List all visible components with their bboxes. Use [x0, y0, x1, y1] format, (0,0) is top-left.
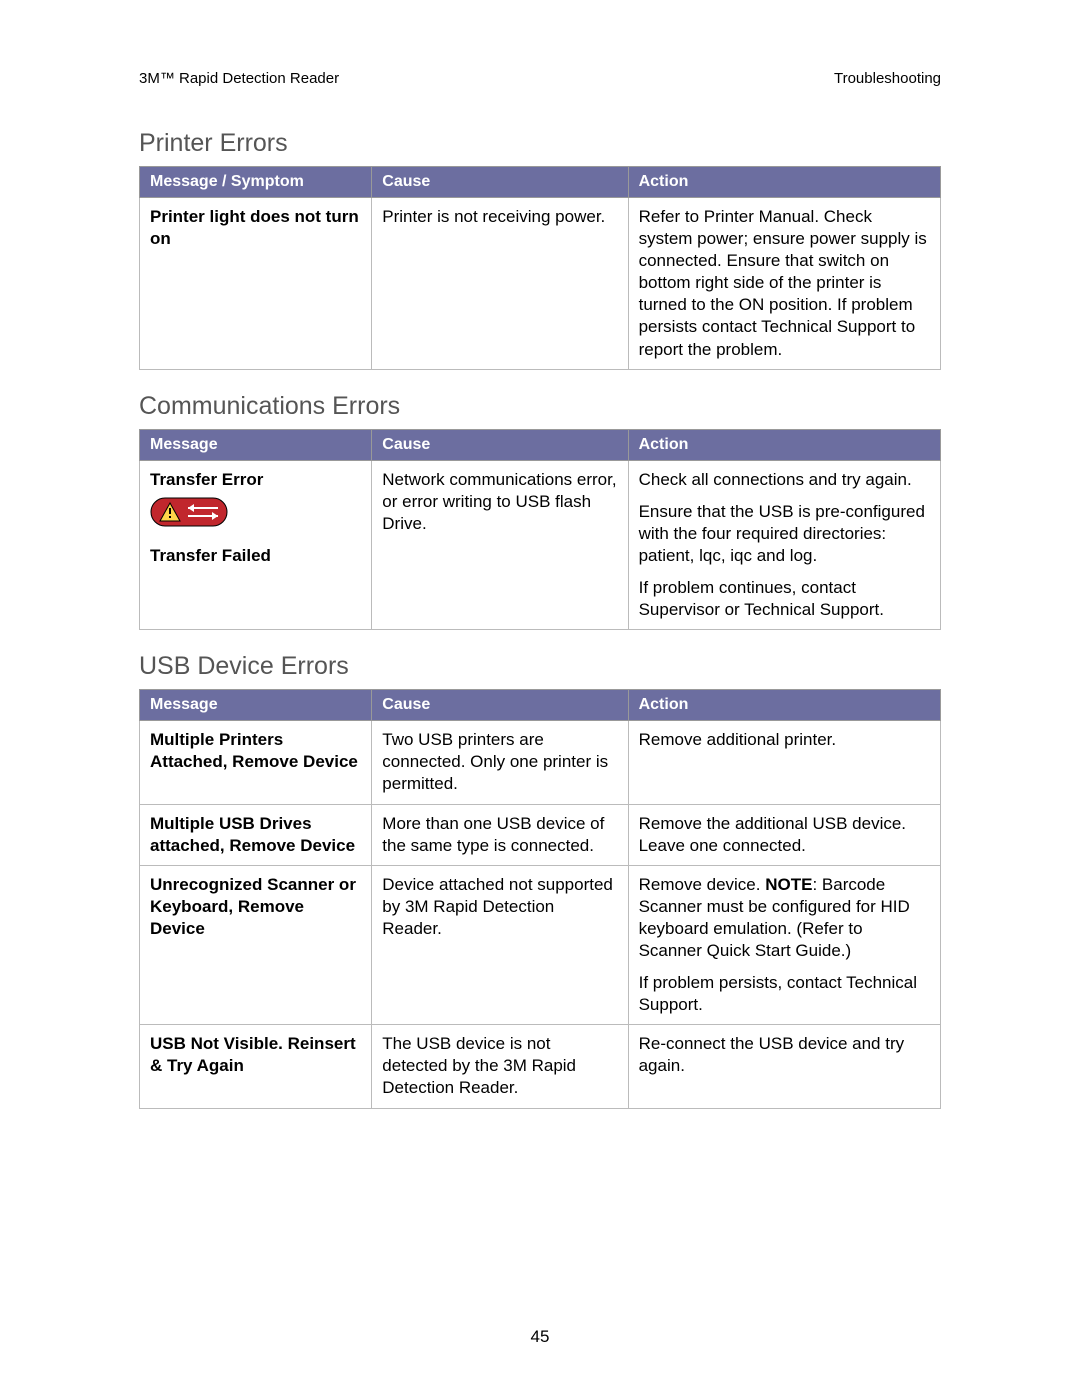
transfer-error-label: Transfer Error: [150, 469, 361, 491]
table-row: USB Not Visible. Reinsert & Try Again Th…: [140, 1025, 941, 1108]
col-message: Message: [140, 429, 372, 460]
cell-action: Re-connect the USB device and try again.: [628, 1025, 940, 1108]
cell-message: Transfer Error Transfer Failed: [140, 460, 372, 630]
cell-action: Remove additional printer.: [628, 721, 940, 804]
action-p2: If problem persists, contact Technical S…: [639, 972, 930, 1016]
cell-cause: The USB device is not detected by the 3M…: [372, 1025, 628, 1108]
cell-message: USB Not Visible. Reinsert & Try Again: [140, 1025, 372, 1108]
table-header-row: Message / Symptom Cause Action: [140, 167, 941, 198]
table-row: Printer light does not turn on Printer i…: [140, 198, 941, 370]
cell-cause: Device attached not supported by 3M Rapi…: [372, 865, 628, 1025]
printer-errors-table: Message / Symptom Cause Action Printer l…: [139, 166, 941, 370]
printer-errors-heading: Printer Errors: [139, 129, 941, 158]
action-p1: Check all connections and try again.: [639, 469, 930, 491]
header-left: 3M™ Rapid Detection Reader: [139, 70, 339, 87]
usb-device-errors-heading: USB Device Errors: [139, 652, 941, 681]
action-p2: Ensure that the USB is pre-configured wi…: [639, 501, 930, 567]
header-right: Troubleshooting: [834, 70, 941, 87]
table-row: Multiple USB Drives attached, Remove Dev…: [140, 804, 941, 865]
col-cause: Cause: [372, 690, 628, 721]
table-row: Unrecognized Scanner or Keyboard, Remove…: [140, 865, 941, 1025]
communications-errors-table: Message Cause Action Transfer Error: [139, 429, 941, 631]
table-header-row: Message Cause Action: [140, 690, 941, 721]
cell-message: Multiple Printers Attached, Remove Devic…: [140, 721, 372, 804]
action-p1: Remove device. NOTE: Barcode Scanner mus…: [639, 874, 930, 962]
transfer-failed-label: Transfer Failed: [150, 545, 361, 567]
note-label: NOTE: [765, 875, 812, 894]
page-header: 3M™ Rapid Detection Reader Troubleshooti…: [139, 70, 941, 87]
usb-device-errors-table: Message Cause Action Multiple Printers A…: [139, 689, 941, 1108]
communications-errors-heading: Communications Errors: [139, 392, 941, 421]
cell-cause: Network communications error, or error w…: [372, 460, 628, 630]
cell-action: Remove the additional USB device. Leave …: [628, 804, 940, 865]
page-container: 3M™ Rapid Detection Reader Troubleshooti…: [0, 0, 1080, 1397]
col-cause: Cause: [372, 429, 628, 460]
action-p3: If problem continues, contact Supervisor…: [639, 577, 930, 621]
col-message: Message: [140, 690, 372, 721]
cell-cause: Two USB printers are connected. Only one…: [372, 721, 628, 804]
cell-message: Unrecognized Scanner or Keyboard, Remove…: [140, 865, 372, 1025]
page-number: 45: [0, 1327, 1080, 1347]
cell-message: Printer light does not turn on: [140, 198, 372, 370]
col-action: Action: [628, 167, 940, 198]
action-pre: Remove device.: [639, 875, 766, 894]
table-row: Multiple Printers Attached, Remove Devic…: [140, 721, 941, 804]
col-message: Message / Symptom: [140, 167, 372, 198]
cell-message: Multiple USB Drives attached, Remove Dev…: [140, 804, 372, 865]
table-row: Transfer Error Transfer Failed Netw: [140, 460, 941, 630]
cell-action: Refer to Printer Manual. Check system po…: [628, 198, 940, 370]
col-action: Action: [628, 429, 940, 460]
cell-cause: More than one USB device of the same typ…: [372, 804, 628, 865]
cell-action: Remove device. NOTE: Barcode Scanner mus…: [628, 865, 940, 1025]
col-action: Action: [628, 690, 940, 721]
transfer-error-icon: [150, 497, 361, 533]
cell-action: Check all connections and try again. Ens…: [628, 460, 940, 630]
cell-cause: Printer is not receiving power.: [372, 198, 628, 370]
table-header-row: Message Cause Action: [140, 429, 941, 460]
col-cause: Cause: [372, 167, 628, 198]
